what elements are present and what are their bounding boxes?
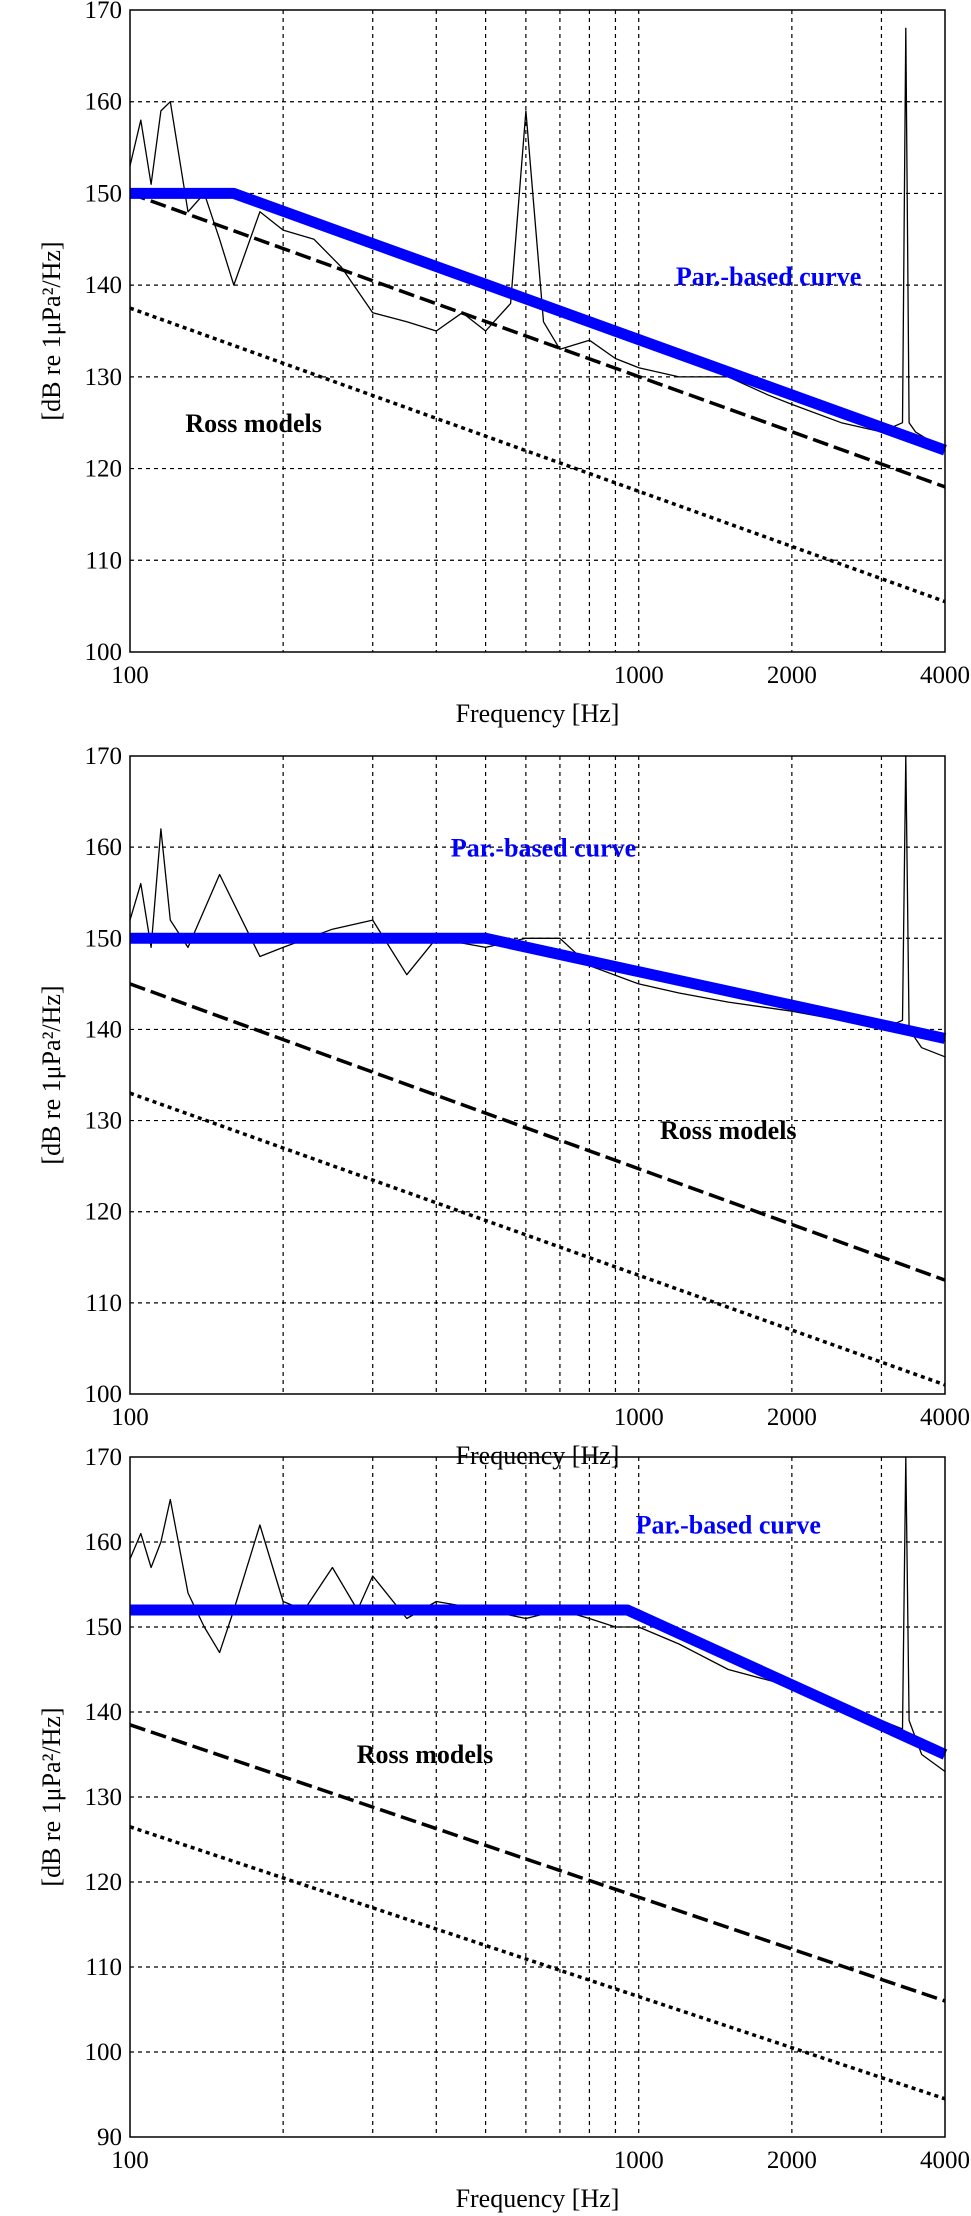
x-tick-label: 100 [111, 2147, 149, 2174]
series-line-solid-thick [130, 932, 947, 1044]
y-tick-label: 130 [85, 1108, 123, 1135]
x-tick-label: 100 [111, 1404, 149, 1431]
series-line-dashed [129, 982, 946, 1282]
y-axis-title: [dB re 1μPa²/Hz] [37, 985, 66, 1164]
y-axis-title: [dB re 1μPa²/Hz] [37, 1707, 66, 1886]
y-tick-label: 160 [85, 89, 123, 116]
y-tick-label: 150 [85, 180, 123, 207]
y-tick-label: 140 [85, 1016, 123, 1043]
series-line-dotted [129, 1825, 946, 2101]
y-tick-label: 130 [85, 364, 123, 391]
y-tick-label: 100 [85, 1381, 123, 1408]
y-tick-label: 170 [85, 0, 123, 24]
y-tick-label: 170 [85, 743, 123, 770]
plot-frame [129, 9, 946, 653]
y-tick-label: 120 [85, 456, 123, 483]
x-tick-label: 4000 [920, 662, 970, 689]
series-label: Par.-based curve [676, 262, 861, 291]
x-tick-label: 1000 [614, 1404, 664, 1431]
x-axis-title: Frequency [Hz] [456, 699, 620, 728]
series-label: Par.-based curve [636, 1511, 821, 1540]
annotation-label: Ross models [660, 1116, 797, 1145]
series-line-solid-thick [130, 1604, 948, 1760]
y-tick-label: 160 [85, 1529, 123, 1556]
y-tick-label: 150 [85, 1614, 123, 1641]
x-tick-label: 2000 [767, 662, 817, 689]
x-axis-title: Frequency [Hz] [456, 1441, 620, 1470]
x-tick-label: 4000 [920, 2147, 970, 2174]
y-tick-label: 110 [85, 1290, 122, 1317]
series-line-dotted [129, 306, 946, 604]
y-tick-label: 110 [85, 1954, 122, 1981]
y-tick-label: 160 [85, 834, 123, 861]
x-tick-label: 1000 [614, 2147, 664, 2174]
x-tick-label: 2000 [767, 1404, 817, 1431]
y-tick-label: 150 [85, 925, 123, 952]
y-tick-label: 130 [85, 1784, 123, 1811]
x-tick-label: 2000 [767, 2147, 817, 2174]
y-tick-label: 120 [85, 1199, 123, 1226]
annotation-label: Ross models [357, 1740, 494, 1769]
series-line-thin [129, 27, 946, 451]
x-tick-label: 1000 [614, 662, 664, 689]
y-tick-label: 100 [85, 639, 123, 666]
series-line-solid-thick [130, 187, 947, 456]
x-tick-label: 100 [111, 662, 149, 689]
y-tick-label: 110 [85, 547, 122, 574]
series-line-dashed [129, 1723, 946, 2003]
chart-panel-2: Par.-based curve Ross models 100 110 120 130 1… [37, 743, 970, 1470]
x-axis-title: Frequency [Hz] [456, 2184, 620, 2213]
series-line-dashed [129, 191, 946, 489]
series-label: Par.-based curve [451, 833, 636, 862]
plot-frame [129, 755, 946, 1395]
y-tick-label: 120 [85, 1869, 123, 1896]
x-tick-label: 4000 [920, 1404, 970, 1431]
y-tick-label: 140 [85, 1699, 123, 1726]
y-tick-label: 140 [85, 272, 123, 299]
y-tick-label: 90 [97, 2124, 122, 2151]
series-line-dotted [129, 1091, 946, 1387]
y-tick-label: 170 [85, 1444, 123, 1471]
chart-panel-1: Par.-based curve Ross models 100 110 120 130 1… [37, 0, 970, 728]
plot-frame [129, 1456, 946, 2138]
y-tick-label: 100 [85, 2039, 123, 2066]
y-axis-title: [dB re 1μPa²/Hz] [37, 241, 66, 420]
annotation-label: Ross models [185, 409, 322, 438]
